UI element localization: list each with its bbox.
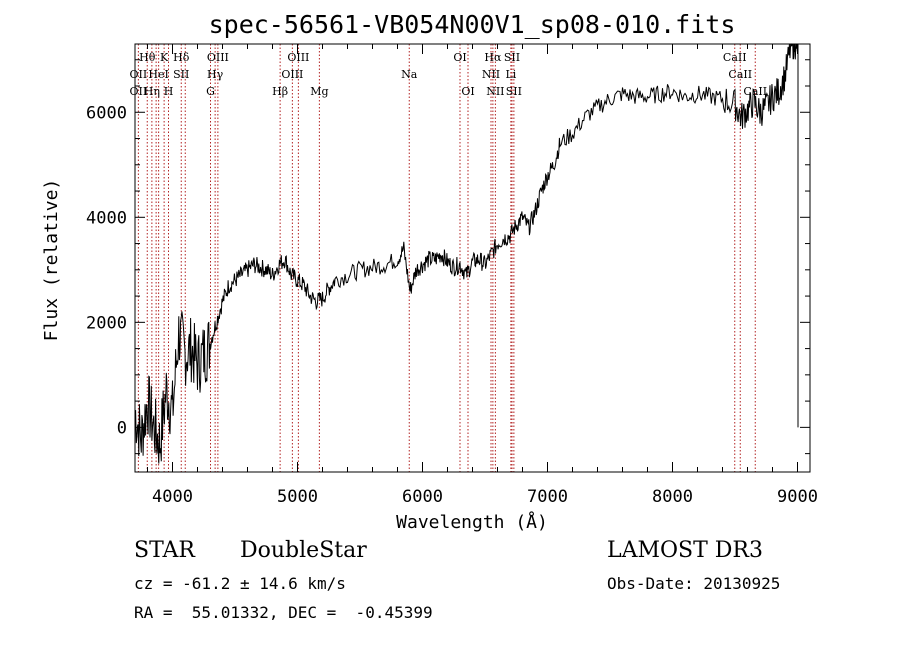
emission-line-label: H (164, 85, 174, 98)
emission-line-label: Hγ (207, 68, 224, 81)
emission-line-label: NII (482, 68, 500, 81)
x-tick-label: 4000 (152, 487, 193, 507)
emission-line-label: HeI (148, 68, 168, 81)
y-tick-label: 2000 (86, 313, 127, 333)
object-subclass: DoubleStar (240, 538, 367, 563)
emission-line-label: OI (453, 51, 466, 64)
y-axis-ticks: 0 2000 4000 6000 (86, 59, 810, 455)
emission-line-label: CaII (723, 51, 747, 64)
emission-line-label: OIII (207, 51, 229, 64)
chart-title: spec-56561-VB054N00V1_sp08-010.fits (209, 10, 736, 39)
x-tick-label: 6000 (402, 487, 443, 507)
emission-line-label: CaII (728, 68, 752, 81)
y-tick-label: 0 (117, 418, 127, 438)
emission-line-label: K (160, 51, 169, 64)
obs-date: Obs-Date: 20130925 (607, 574, 781, 593)
x-axis-ticks: 4000 5000 6000 7000 8000 9000 (147, 44, 818, 507)
emission-line-label: NII (486, 85, 504, 98)
emission-line-label: Na (401, 68, 418, 81)
emission-line-label: Mg (310, 85, 328, 98)
survey-name: LAMOST DR3 (607, 538, 763, 563)
x-tick-label: 9000 (777, 487, 818, 507)
x-tick-label: 7000 (527, 487, 568, 507)
emission-line-label: Hθ (139, 51, 156, 64)
emission-line-label: Hη (144, 85, 160, 98)
y-tick-label: 4000 (86, 208, 127, 228)
object-class: STAR (134, 538, 195, 563)
emission-line-label: SII (173, 68, 189, 81)
emission-line-label: Li (505, 68, 516, 81)
spectrum-line (134, 43, 799, 464)
emission-line-label: G (206, 85, 215, 98)
emission-line-label: Hα (484, 51, 502, 64)
emission-line-label: Hβ (272, 85, 288, 98)
y-axis-label: Flux (relative) (41, 179, 62, 342)
x-tick-label: 5000 (277, 487, 318, 507)
emission-line-label: OIII (281, 68, 303, 81)
emission-line-label: SII (506, 85, 522, 98)
redshift-text: cz = -61.2 ± 14.6 km/s (134, 574, 346, 593)
coordinates: RA = 55.01332, DEC = -0.45399 (134, 603, 433, 622)
emission-line-label: OII (130, 68, 148, 81)
emission-line-label: OII (130, 85, 148, 98)
emission-line-label: OIII (287, 51, 309, 64)
emission-line-markers (137, 44, 756, 472)
x-tick-label: 8000 (652, 487, 693, 507)
emission-line-label: OI (461, 85, 474, 98)
y-tick-label: 6000 (86, 103, 127, 123)
emission-line-label: CaII (743, 85, 767, 98)
emission-line-label: SII (504, 51, 520, 64)
x-axis-label: Wavelength (Å) (396, 511, 548, 533)
emission-line-label: Hδ (173, 51, 190, 64)
